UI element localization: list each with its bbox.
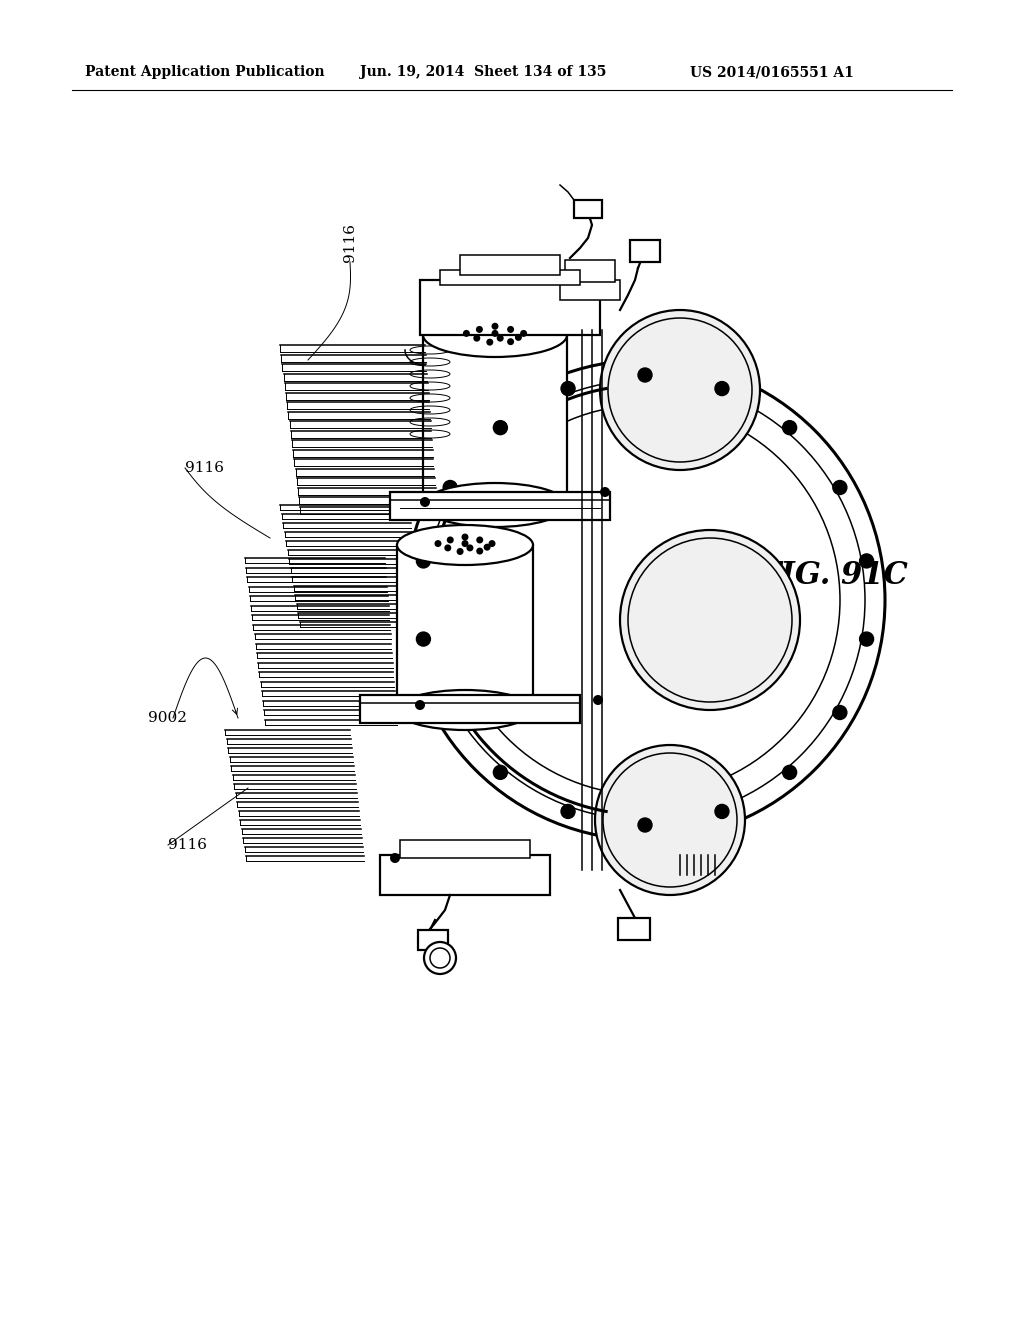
Bar (560, 280, 620, 300)
Circle shape (833, 480, 847, 495)
Ellipse shape (423, 483, 567, 527)
Text: Jun. 19, 2014  Sheet 134 of 135: Jun. 19, 2014 Sheet 134 of 135 (360, 65, 606, 79)
Circle shape (457, 548, 464, 554)
Circle shape (390, 853, 400, 863)
Circle shape (420, 498, 430, 507)
Circle shape (782, 421, 797, 434)
Circle shape (859, 554, 873, 568)
Circle shape (494, 421, 507, 434)
Circle shape (476, 326, 483, 333)
Circle shape (715, 381, 729, 396)
Circle shape (561, 804, 575, 818)
Bar (565, 260, 615, 282)
Circle shape (600, 487, 610, 498)
Bar (460, 255, 560, 275)
Circle shape (488, 540, 496, 546)
Circle shape (424, 942, 456, 974)
Circle shape (476, 548, 483, 554)
Circle shape (462, 533, 469, 541)
Circle shape (417, 554, 430, 568)
Text: FIG. 91C: FIG. 91C (760, 560, 908, 590)
Ellipse shape (397, 690, 534, 730)
Circle shape (638, 368, 652, 381)
Bar (440, 271, 580, 285)
Circle shape (443, 705, 457, 719)
Bar (618, 917, 650, 940)
Circle shape (859, 632, 873, 645)
Circle shape (520, 330, 527, 337)
Circle shape (515, 334, 522, 341)
Circle shape (417, 632, 430, 645)
Bar (400, 840, 530, 858)
Circle shape (638, 818, 652, 832)
Circle shape (620, 531, 800, 710)
Bar (360, 696, 580, 723)
Bar (380, 855, 550, 895)
Circle shape (415, 700, 425, 710)
Text: 9116: 9116 (343, 223, 357, 261)
Ellipse shape (397, 525, 534, 565)
Bar (390, 492, 610, 520)
Circle shape (462, 540, 469, 546)
Text: Patent Application Publication: Patent Application Publication (85, 65, 325, 79)
Ellipse shape (423, 313, 567, 356)
Circle shape (600, 310, 760, 470)
Circle shape (463, 330, 470, 337)
Text: 9116: 9116 (168, 838, 207, 851)
Circle shape (443, 480, 457, 495)
Circle shape (507, 326, 514, 333)
Circle shape (715, 804, 729, 818)
Text: 9116: 9116 (185, 461, 224, 475)
Circle shape (476, 536, 483, 544)
Bar (420, 280, 600, 335)
FancyBboxPatch shape (423, 335, 567, 506)
Text: US 2014/0165551 A1: US 2014/0165551 A1 (690, 65, 854, 79)
Circle shape (492, 323, 499, 330)
Circle shape (466, 544, 473, 552)
Circle shape (444, 544, 452, 552)
Circle shape (473, 335, 480, 342)
Circle shape (494, 766, 507, 779)
Circle shape (595, 744, 745, 895)
FancyBboxPatch shape (397, 545, 534, 710)
Circle shape (782, 766, 797, 779)
Bar (574, 201, 602, 218)
Circle shape (497, 335, 504, 342)
Circle shape (486, 339, 494, 346)
Text: 9002: 9002 (148, 711, 187, 725)
Circle shape (492, 330, 499, 337)
Bar (630, 240, 660, 261)
Circle shape (483, 544, 490, 550)
Circle shape (833, 705, 847, 719)
Circle shape (434, 540, 441, 546)
Circle shape (446, 536, 454, 544)
Circle shape (406, 360, 885, 840)
Bar (418, 931, 449, 950)
Circle shape (507, 338, 514, 345)
Circle shape (593, 696, 603, 705)
Circle shape (561, 381, 575, 396)
